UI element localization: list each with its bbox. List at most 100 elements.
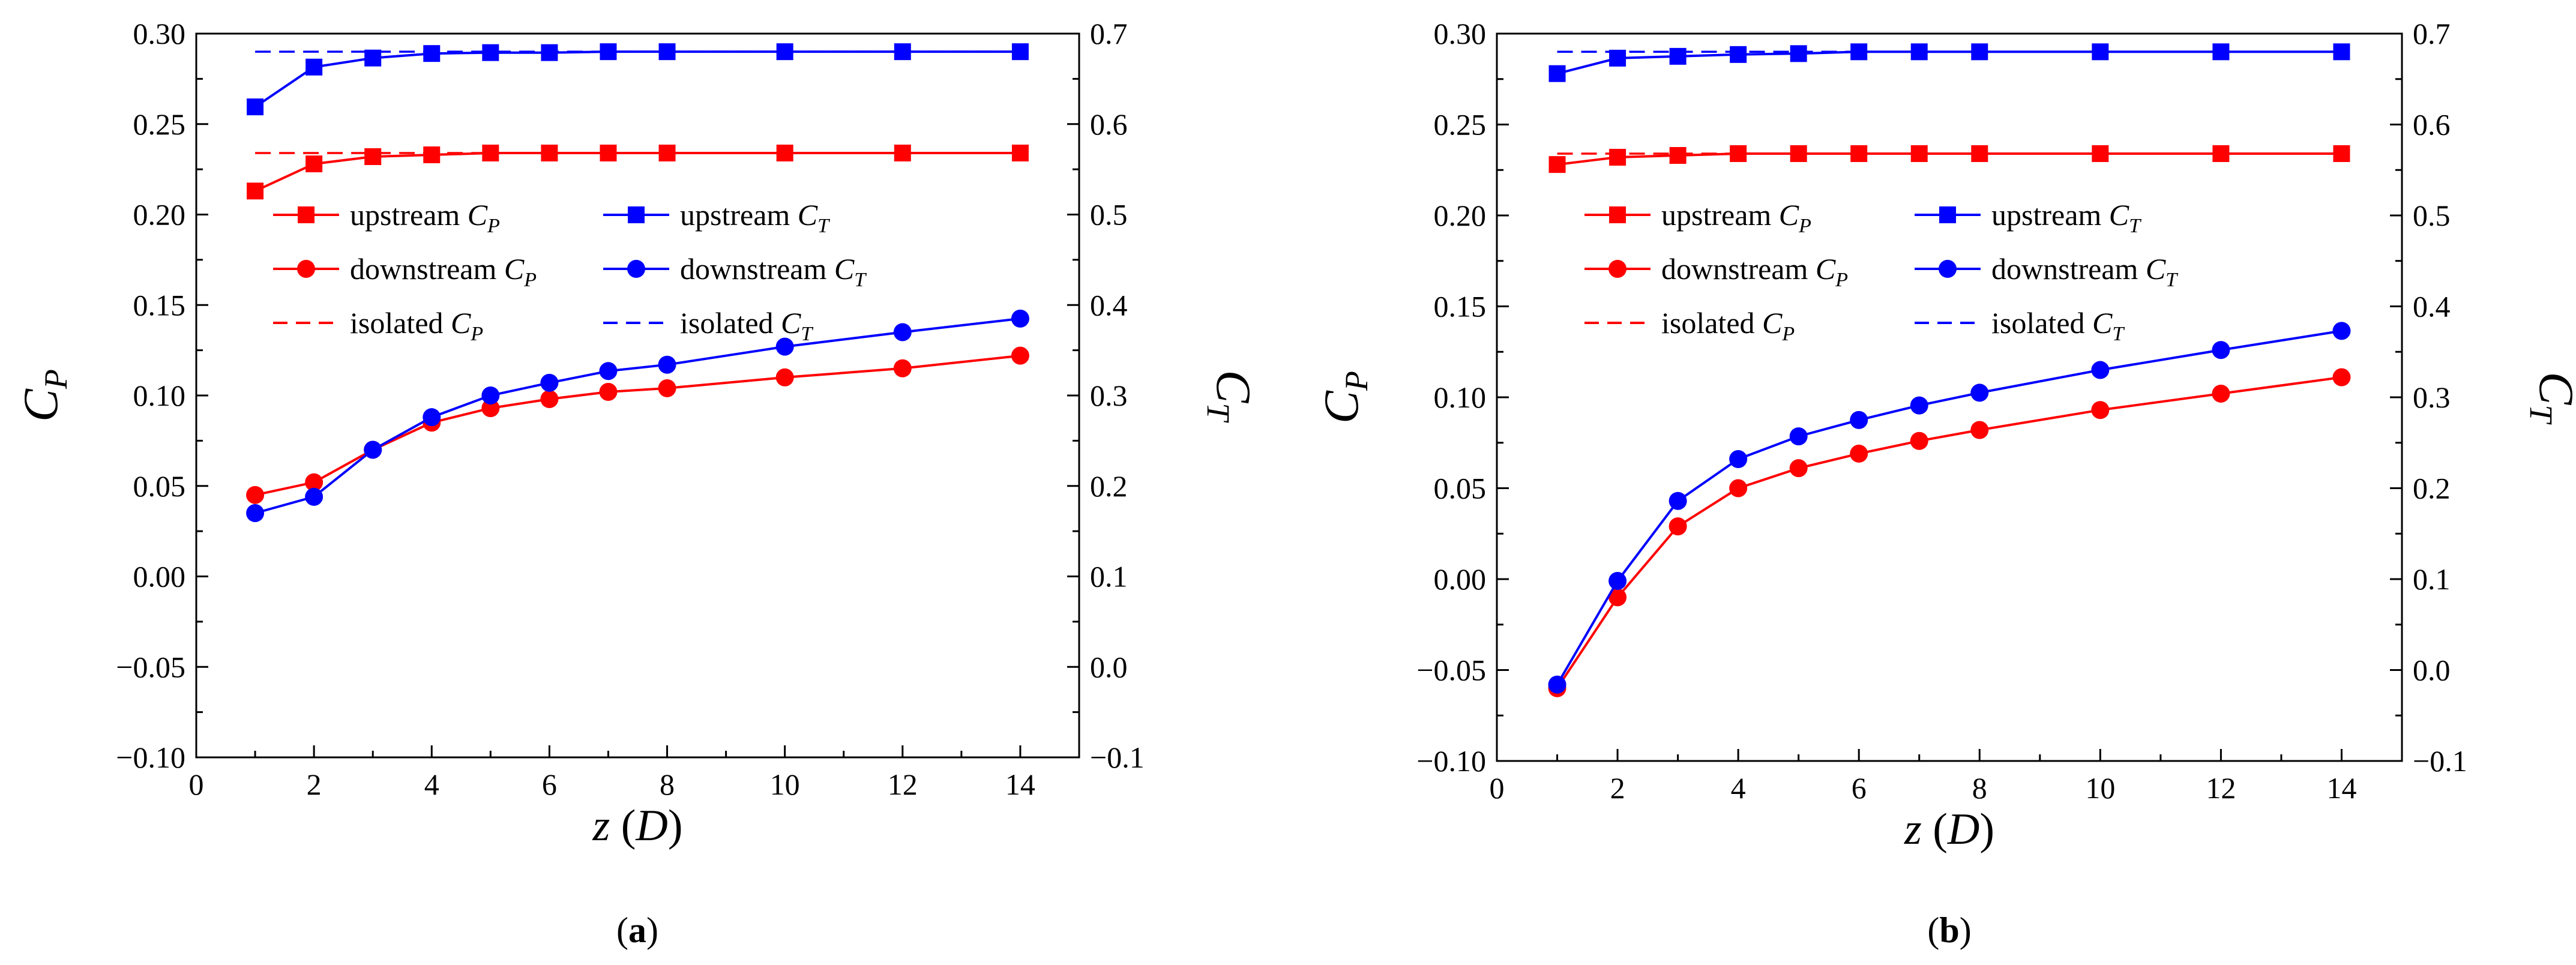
legend-label-symbol: C: [2109, 198, 2129, 232]
legend-label-symbol: C: [2092, 306, 2113, 340]
plot-frame: [1496, 32, 2403, 762]
legend-label-sub: T: [854, 269, 867, 291]
y-right-tick-label: 0.5: [1090, 198, 1128, 232]
legend-item-up_cp: upstream CP: [1584, 198, 1811, 237]
y-right-tick-label: 0.3: [1090, 379, 1128, 412]
marker-down_ct: [775, 337, 794, 356]
x-tick-label: 12: [888, 768, 918, 801]
legend-marker: [628, 206, 645, 223]
marker-up_ct: [1669, 47, 1687, 65]
legend-label: downstream CP: [350, 252, 537, 291]
legend-label-symbol: C: [504, 252, 525, 286]
legend-item-up_ct: upstream CT: [603, 198, 830, 237]
x-tick-label: 6: [542, 768, 557, 801]
legend-label: upstream CT: [1991, 198, 2141, 237]
legend-label: downstream CT: [680, 252, 867, 291]
x-tick-label: 4: [1731, 771, 1746, 805]
marker-down_cp: [1789, 459, 1808, 478]
marker-down_ct: [2212, 341, 2230, 359]
marker-down_cp: [1910, 431, 1928, 450]
panel-label-paren: (: [1927, 910, 1939, 950]
y-left-tick-label: 0.25: [1434, 108, 1487, 142]
marker-down_ct: [1548, 675, 1566, 694]
panel-label-paren: ): [646, 910, 658, 950]
legend-label-symbol: C: [1816, 252, 1836, 286]
x-axis-label: z (D): [1904, 805, 1994, 854]
y-left-tick-label: 0.10: [1434, 380, 1487, 414]
x-tick-label: 2: [307, 768, 322, 801]
legend-label-text: downstream: [1661, 252, 1816, 286]
legend-label-text: downstream: [350, 252, 504, 286]
marker-up_ct: [1548, 65, 1566, 82]
marker-down_cp: [2212, 384, 2230, 403]
legend-label: downstream CT: [1991, 252, 2178, 291]
chart-panel-b: 0 2 4 6 8 10 12 14 −0.10 −0.05 0.00 0.05 0.10 0.15 0.2…: [1314, 17, 2576, 950]
marker-down_ct: [540, 373, 559, 392]
legend-label: isolated CT: [680, 306, 813, 345]
y-left-tick-label: 0.20: [133, 198, 186, 232]
y-left-tick-label: 0.00: [133, 560, 186, 594]
y-right-tick-label: 0.0: [1090, 650, 1128, 684]
marker-down_ct: [246, 504, 265, 522]
x-axis-label-paren: (: [1922, 805, 1948, 854]
y-left-tick-label: 0.20: [1434, 199, 1487, 232]
marker-up_cp: [1669, 147, 1687, 164]
y-left-axis-label-main: C: [13, 388, 68, 422]
marker-down_ct: [893, 323, 912, 341]
y-left-tick-label: 0.05: [133, 469, 186, 503]
y-right-tick-label: 0.4: [1090, 288, 1128, 322]
marker-down_cp: [893, 359, 912, 377]
marker-down_cp: [246, 486, 265, 504]
y-left-tick-label: 0.30: [1434, 17, 1487, 50]
y-right-axis-label-main: C: [1206, 370, 1261, 404]
y-left-tick-label: 0.00: [1434, 562, 1487, 596]
y-right-tick-label: 0.7: [2413, 17, 2451, 50]
legend-item-iso_cp: isolated CP: [1584, 306, 1795, 345]
marker-down_ct: [599, 362, 618, 380]
x-tick-label: 2: [1610, 771, 1625, 805]
marker-down_ct: [1789, 427, 1808, 446]
legend-item-iso_ct: isolated CT: [1915, 306, 2125, 345]
y-left-tick-label: 0.15: [133, 288, 186, 322]
marker-down_ct: [481, 386, 500, 404]
x-tick-label: 8: [660, 768, 675, 801]
marker-down_cp: [1850, 444, 1868, 463]
marker-down_cp: [481, 399, 500, 418]
legend-label-text: downstream: [680, 252, 834, 286]
marker-down_ct: [305, 487, 324, 506]
marker-down_cp: [1669, 517, 1687, 536]
legend-label-sub: P: [1835, 269, 1848, 291]
marker-down_ct: [658, 355, 676, 374]
series-down_ct: [246, 309, 1029, 522]
y-right-tick-label: 0.1: [1090, 560, 1128, 594]
legend-label-symbol: C: [1762, 306, 1783, 340]
legend-marker: [1608, 260, 1627, 278]
legend-label-text: isolated: [350, 306, 451, 340]
marker-up_cp: [305, 155, 323, 173]
y-left-axis-label-main: C: [1314, 390, 1368, 424]
series-down_cp: [246, 346, 1029, 504]
y-right-tick-label: −0.1: [2413, 744, 2467, 778]
y-left-tick-label: 0.25: [133, 107, 186, 141]
legend-label: upstream CP: [1661, 198, 1811, 237]
x-tick-label: 14: [2326, 771, 2356, 805]
y-right-tick-label: 0.0: [2413, 654, 2451, 687]
legend-marker: [1939, 260, 1957, 278]
y-right-tick-label: 0.3: [2413, 380, 2451, 414]
panel-label-paren: ): [1960, 910, 1972, 950]
y-left-axis-label-sub: P: [1338, 371, 1374, 391]
legend-label: isolated CP: [1661, 306, 1795, 345]
legend-item-down_ct: downstream CT: [1915, 252, 2178, 291]
y-left-axis-label: CP: [1314, 371, 1374, 424]
y-right-tick-label: 0.6: [2413, 108, 2451, 142]
y-left-tick-label: −0.05: [1416, 654, 1486, 687]
legend-label: downstream CP: [1661, 252, 1848, 291]
panel-label-paren: (: [616, 910, 628, 950]
x-axis-label-paren: (: [610, 801, 636, 850]
legend-label-symbol: C: [781, 306, 801, 340]
y-right-axis-label-main: C: [2529, 372, 2576, 406]
legend-label-sub: T: [2129, 215, 2141, 237]
marker-up_ct: [423, 45, 441, 62]
legend-label-text: upstream: [680, 198, 798, 232]
